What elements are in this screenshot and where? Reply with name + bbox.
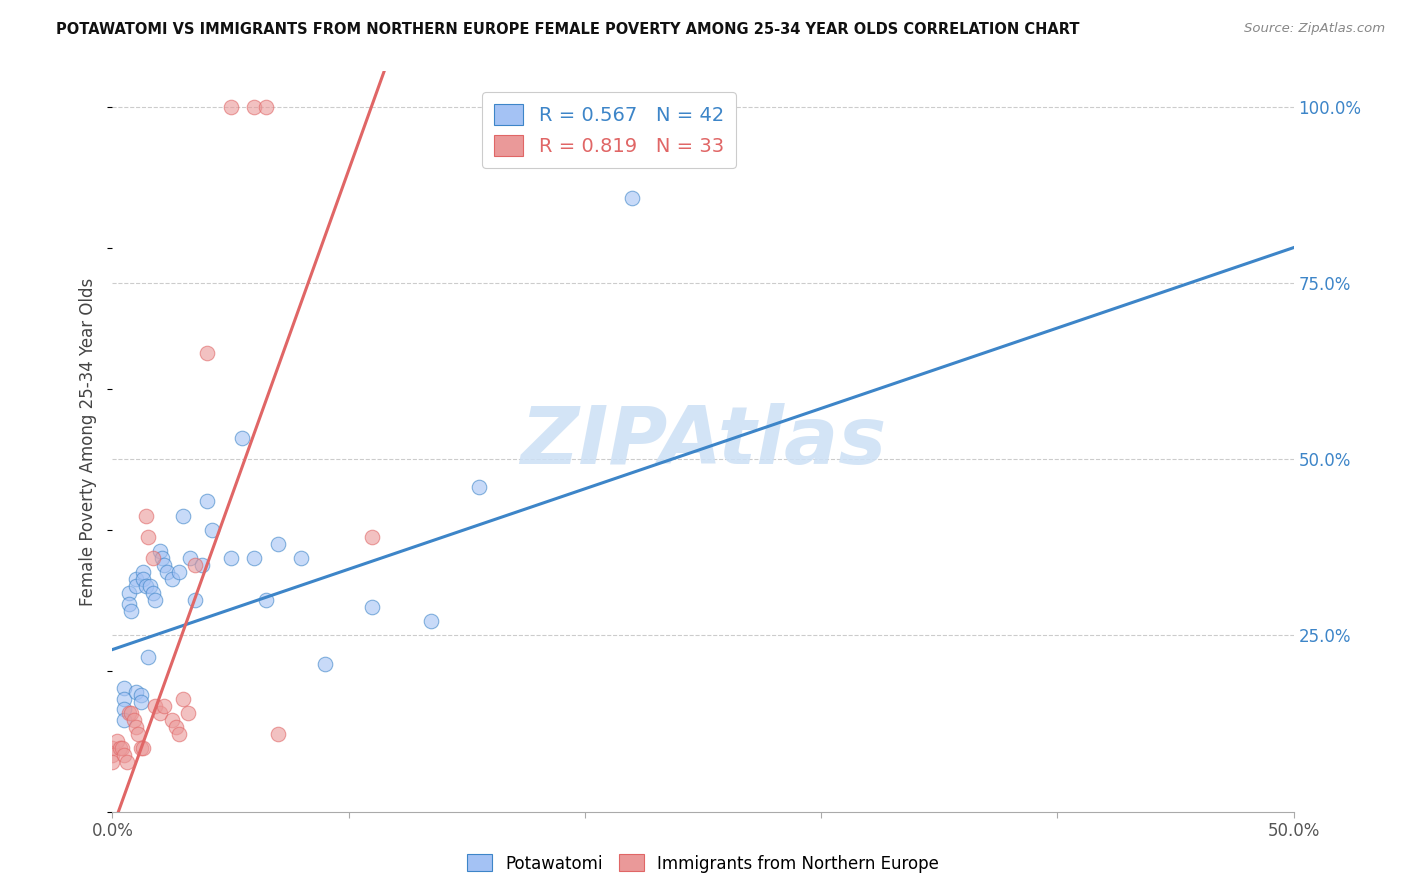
Point [184, 558, 207, 572]
Point [153, 698, 176, 713]
Y-axis label: Female Poverty Among 25-34 Year Olds: Female Poverty Among 25-34 Year Olds [79, 277, 97, 606]
Point [143, 698, 166, 713]
Text: ZIPAtlas: ZIPAtlas [520, 402, 886, 481]
Point [156, 565, 179, 579]
Point [172, 692, 194, 706]
Point [129, 695, 152, 709]
Point [125, 720, 148, 734]
Point [112, 692, 135, 706]
Point [243, 550, 266, 565]
Point [201, 523, 224, 537]
Point [125, 685, 148, 699]
Point [143, 593, 166, 607]
Point [160, 713, 183, 727]
Point [165, 720, 187, 734]
Point [122, 713, 145, 727]
Point [132, 572, 155, 586]
Point [108, 741, 131, 756]
Point [118, 586, 141, 600]
Point [111, 741, 134, 756]
Point [105, 734, 128, 748]
Point [129, 689, 152, 703]
Point [120, 706, 142, 720]
Point [153, 558, 176, 572]
Point [150, 550, 173, 565]
Point [184, 593, 207, 607]
Point [125, 572, 148, 586]
Point [139, 579, 162, 593]
Legend: R = 0.567   N = 42, R = 0.819   N = 33: R = 0.567 N = 42, R = 0.819 N = 33 [482, 92, 735, 168]
Text: Source: ZipAtlas.com: Source: ZipAtlas.com [1244, 22, 1385, 36]
Point [132, 741, 155, 756]
Point [132, 565, 155, 579]
Point [101, 748, 124, 763]
Point [267, 727, 290, 741]
Point [142, 550, 165, 565]
Point [136, 530, 159, 544]
Point [125, 579, 148, 593]
Point [136, 649, 159, 664]
Point [167, 727, 190, 741]
Point [195, 494, 218, 508]
Point [621, 191, 644, 205]
Point [120, 604, 142, 618]
Point [129, 741, 152, 756]
Point [160, 572, 183, 586]
Point [290, 550, 312, 565]
Legend: Potawatomi, Immigrants from Northern Europe: Potawatomi, Immigrants from Northern Eur… [460, 847, 946, 880]
Point [191, 558, 214, 572]
Point [467, 480, 489, 494]
Point [142, 586, 165, 600]
Point [112, 702, 135, 716]
Point [361, 600, 384, 615]
Point [101, 741, 124, 756]
Text: POTAWATOMI VS IMMIGRANTS FROM NORTHERN EUROPE FEMALE POVERTY AMONG 25-34 YEAR OL: POTAWATOMI VS IMMIGRANTS FROM NORTHERN E… [56, 22, 1080, 37]
Point [112, 713, 135, 727]
Point [118, 597, 141, 611]
Point [243, 100, 266, 114]
Point [420, 615, 443, 629]
Point [135, 579, 157, 593]
Point [118, 706, 141, 720]
Point [219, 550, 242, 565]
Point [267, 537, 290, 551]
Point [179, 550, 201, 565]
Point [112, 681, 135, 696]
Point [195, 346, 218, 360]
Point [219, 100, 242, 114]
Point [115, 756, 138, 770]
Point [314, 657, 336, 671]
Point [112, 748, 135, 763]
Point [149, 706, 172, 720]
Point [254, 593, 277, 607]
Point [177, 706, 200, 720]
Point [149, 544, 172, 558]
Point [254, 100, 277, 114]
Point [135, 508, 157, 523]
Point [167, 565, 190, 579]
Point [361, 530, 384, 544]
Point [101, 756, 124, 770]
Point [127, 727, 149, 741]
Point [172, 508, 194, 523]
Point [231, 431, 253, 445]
